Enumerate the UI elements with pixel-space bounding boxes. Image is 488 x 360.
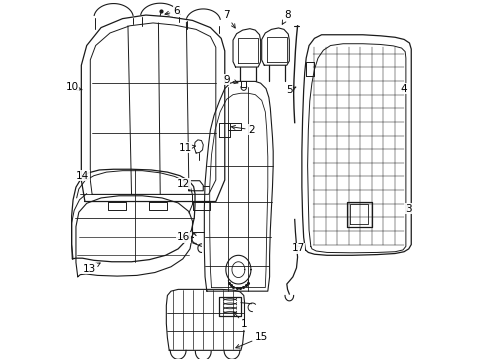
Text: 4: 4 xyxy=(400,84,407,94)
Text: 5: 5 xyxy=(285,85,295,95)
Text: 15: 15 xyxy=(235,332,268,348)
Text: 8: 8 xyxy=(282,10,290,24)
Text: 12: 12 xyxy=(177,179,190,189)
Text: 1: 1 xyxy=(233,312,247,329)
Text: 2: 2 xyxy=(231,125,254,135)
Text: 13: 13 xyxy=(83,263,100,274)
Text: 11: 11 xyxy=(178,143,195,153)
Text: 14: 14 xyxy=(76,171,89,181)
Text: 16: 16 xyxy=(177,232,193,242)
Text: 9: 9 xyxy=(223,75,238,85)
Text: 10: 10 xyxy=(66,82,82,93)
Text: 7: 7 xyxy=(223,10,235,28)
Text: 3: 3 xyxy=(405,204,411,214)
Text: 17: 17 xyxy=(291,243,305,253)
Text: 6: 6 xyxy=(164,6,179,17)
